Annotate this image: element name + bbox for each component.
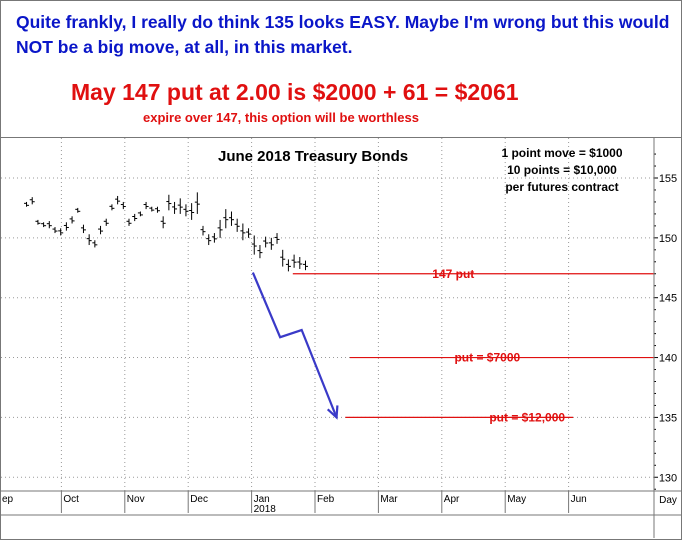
projection-arrow — [251, 272, 339, 420]
annotation-header: Quite frankly, I really do think 135 loo… — [1, 1, 681, 138]
price-bar — [160, 216, 166, 229]
price-bar — [211, 233, 217, 243]
price-bar — [280, 249, 286, 267]
price-bar — [143, 201, 149, 210]
price-bar — [132, 213, 138, 222]
y-tick-label: 150 — [659, 233, 677, 245]
x-tick-label: Oct — [63, 494, 79, 505]
price-bar — [172, 201, 178, 214]
price-bar — [228, 211, 234, 226]
price-bar — [206, 234, 212, 246]
level-label: put = $7000 — [454, 351, 520, 365]
price-bar — [257, 245, 263, 259]
price-bar — [137, 211, 143, 217]
projection-arrowhead — [326, 405, 339, 420]
x-tick-label: Dec — [190, 494, 208, 505]
price-bar — [234, 218, 240, 232]
y-tick-label: 145 — [659, 293, 677, 305]
y-tick-label: 130 — [659, 472, 677, 484]
price-bar — [109, 204, 115, 211]
price-bar — [24, 201, 30, 207]
price-bar — [29, 197, 35, 205]
price-bar — [246, 228, 252, 238]
price-bar — [268, 237, 274, 250]
x-tick-label: Feb — [317, 494, 335, 505]
price-bar — [46, 221, 52, 229]
x-tick-label: ep — [2, 494, 14, 505]
price-bars — [24, 192, 308, 272]
price-bar — [297, 257, 303, 269]
price-bar — [115, 195, 121, 205]
x-tick-label: Apr — [444, 494, 460, 505]
price-bar — [80, 224, 86, 234]
note-line-1: 1 point move = $1000 — [501, 146, 622, 160]
price-bar — [240, 223, 246, 241]
price-bar — [200, 225, 206, 236]
price-bar — [166, 194, 172, 211]
axes: 130 135 140 145 150 155 ep Oct Nov Dec Jan Feb Mar Ap… — [0, 138, 682, 538]
option-cost-headline: May 147 put at 2.00 is $2000 + 61 = $206… — [71, 79, 519, 105]
x-tick-label: Nov — [127, 494, 145, 505]
level-label: 147 put — [432, 267, 474, 281]
price-bar — [35, 219, 41, 225]
price-bar — [291, 254, 297, 268]
price-bar — [58, 228, 64, 236]
author-comment: Quite frankly, I really do think 135 loo… — [16, 12, 670, 57]
price-bar — [120, 201, 126, 210]
x-tick-label: Mar — [380, 494, 398, 505]
price-bar — [41, 222, 47, 228]
price-bar — [263, 236, 269, 248]
price-bar — [98, 225, 104, 235]
price-bar — [92, 240, 98, 248]
expiry-note: expire over 147, this option will be wor… — [143, 110, 419, 125]
price-bar — [177, 198, 183, 214]
price-bar — [69, 216, 75, 224]
price-bar — [86, 234, 92, 246]
price-bar — [189, 203, 195, 220]
y-tick-label: 140 — [659, 353, 677, 365]
price-bar — [302, 260, 308, 271]
x-tick-label: Jun — [571, 494, 587, 505]
level-lines: 147 put put = $7000 put = $12,000 — [292, 267, 654, 424]
y-tick-label: 155 — [659, 173, 677, 185]
price-bar — [126, 218, 132, 226]
price-bar — [52, 227, 58, 234]
price-bar — [285, 259, 291, 272]
x-tick-label: May — [507, 494, 526, 505]
price-bar — [63, 222, 69, 231]
y-tick-label: 135 — [659, 412, 677, 424]
level-label: put = $12,000 — [489, 410, 565, 424]
price-bar — [194, 192, 200, 214]
projection-line — [251, 272, 338, 418]
price-bar — [75, 207, 81, 213]
price-bar — [251, 235, 257, 255]
x-unit-label: Day — [659, 495, 677, 506]
price-bar — [149, 206, 155, 212]
x-year-label: 2018 — [254, 504, 277, 515]
note-line-3: per futures contract — [505, 180, 618, 194]
price-bar — [154, 206, 160, 213]
price-bar — [274, 233, 280, 244]
note-line-2: 10 points = $10,000 — [507, 163, 617, 177]
price-bar — [223, 209, 229, 229]
chart-title: June 2018 Treasury Bonds — [218, 148, 408, 165]
price-bar — [183, 204, 189, 217]
x-tick-label: Jan — [254, 494, 270, 505]
price-bar — [217, 219, 223, 238]
price-bar — [103, 218, 109, 226]
